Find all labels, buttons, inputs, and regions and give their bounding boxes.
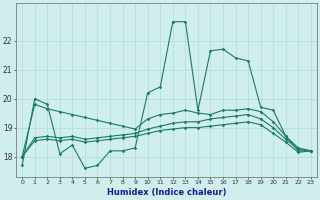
X-axis label: Humidex (Indice chaleur): Humidex (Indice chaleur) [107,188,226,197]
